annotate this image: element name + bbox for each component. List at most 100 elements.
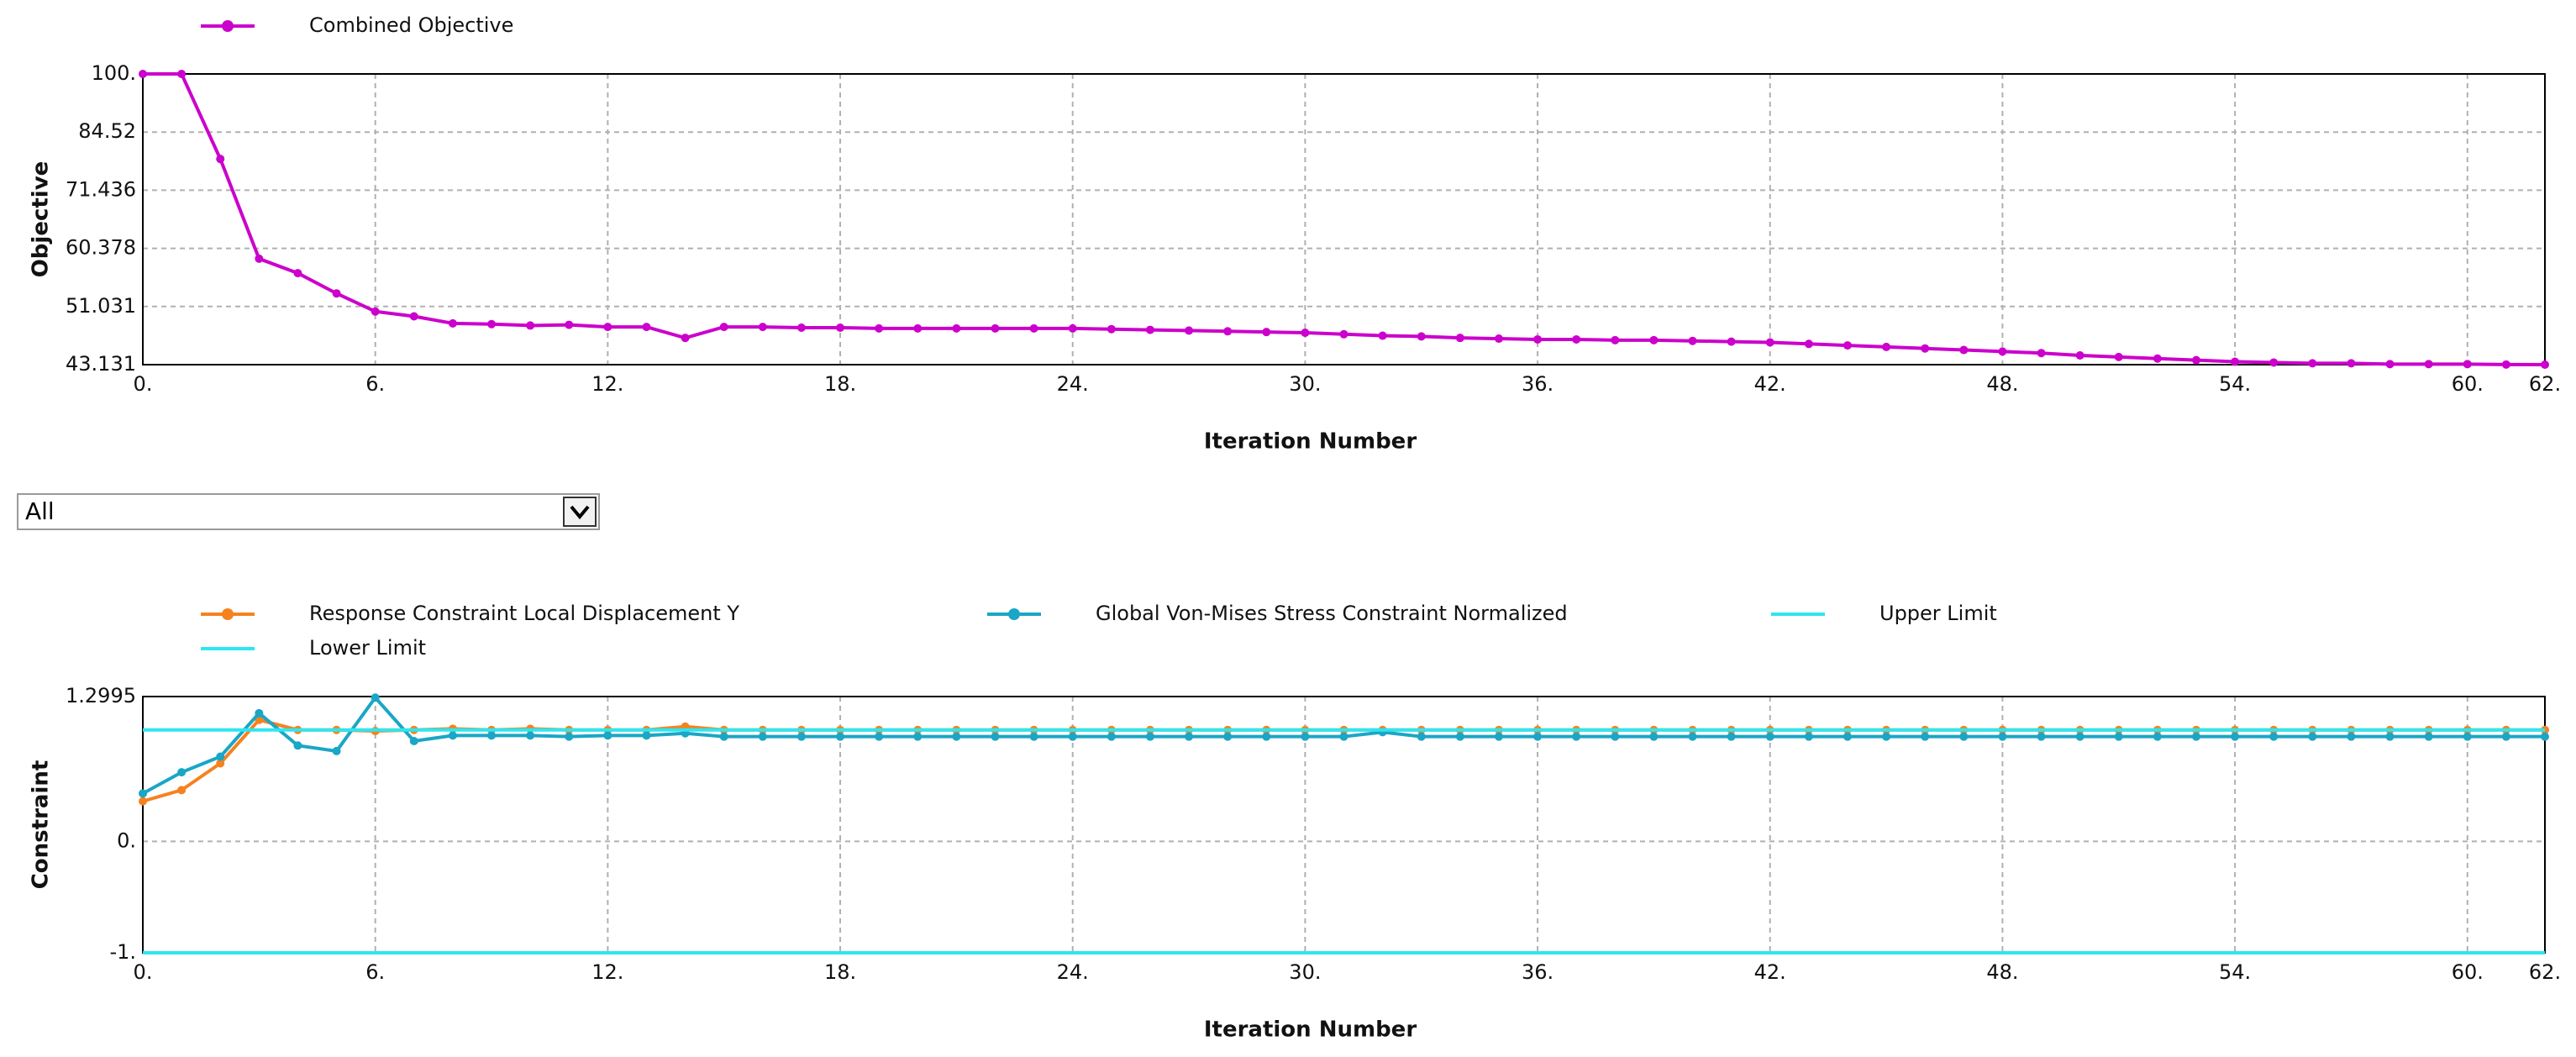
point [2153,354,2162,363]
point [1649,335,1659,344]
point [1145,732,1154,741]
point [2308,732,2317,741]
point [1727,337,1736,346]
legend-marker [222,20,234,32]
point [2347,732,2356,741]
point [1029,732,1038,741]
point [913,323,923,333]
x-tick-label: 48. [1986,960,2018,984]
point [293,741,302,750]
point [2114,352,2123,361]
point [1804,732,1813,741]
point [1339,329,1348,339]
point [177,768,187,777]
point [2501,360,2510,369]
point [1223,327,1233,336]
point [526,321,535,330]
point [1959,732,1969,741]
y-tick-label: -1. [109,940,136,964]
point [2463,732,2472,741]
x-tick-label: 12. [591,960,623,984]
point [952,323,961,333]
point [565,320,574,329]
point [2385,360,2395,369]
point [836,732,845,741]
point [796,732,806,741]
x-tick-label: 36. [1522,372,1553,396]
point [2231,732,2240,741]
point [216,752,225,761]
point [952,732,961,741]
point [487,319,497,329]
legend-marker [1008,608,1020,620]
point [177,786,187,795]
dropdown-arrow[interactable] [563,497,597,527]
point [1455,334,1464,343]
point [1494,334,1503,344]
point [1921,344,1930,353]
legend-label: Global Von-Mises Stress Constraint Norma… [1096,602,1568,625]
point [2424,360,2433,369]
x-axis-title: Iteration Number [1204,429,1417,455]
point [2463,360,2472,369]
point [1029,323,1038,333]
x-tick-label: 60. [2452,372,2484,396]
x-tick-label: 30. [1289,372,1321,396]
point [1611,732,1620,741]
point [991,323,1000,333]
point [1765,732,1774,741]
series-line [142,695,2545,796]
point [2269,732,2279,741]
x-tick-label: 24. [1057,372,1089,396]
point [332,746,341,755]
point [177,70,187,78]
point [1107,324,1116,334]
point [991,732,1000,741]
point [1998,732,2007,741]
y-axis-title: Constraint [29,760,54,890]
point [2347,359,2356,368]
point [371,307,380,316]
point [526,731,535,740]
point [139,789,147,798]
point [332,289,341,298]
legend-label: Upper Limit [1879,602,1997,625]
x-tick-label: 12. [591,372,623,396]
point [875,323,884,333]
x-tick-label: 62. [2529,960,2561,984]
point [216,759,225,768]
point [1339,732,1348,741]
point [1959,345,1969,355]
x-tick-label: 0. [134,960,153,984]
x-axis-title: Iteration Number [1204,1018,1417,1043]
legend-marker [222,608,234,620]
point [2501,732,2510,741]
point [1688,732,1697,741]
legend-label: Response Constraint Local Displacement Y [309,602,739,625]
point [875,732,884,741]
point [2308,359,2317,368]
point [1765,338,1774,347]
y-tick-label: 51.031 [66,294,136,318]
point [565,732,574,741]
point [2075,732,2084,741]
point [1572,334,1581,344]
point [1998,347,2007,356]
point [1882,732,1891,741]
point [1494,732,1503,741]
point [758,732,767,741]
y-tick-label: 84.52 [78,119,136,143]
x-tick-label: 0. [134,372,153,396]
point [1107,732,1116,741]
dropdown[interactable]: All [17,493,600,530]
point [1378,331,1387,340]
point [1068,323,1077,333]
point [1185,326,1194,335]
point [719,732,728,741]
legend-label: Lower Limit [309,636,426,660]
x-tick-label: 18. [824,960,856,984]
point [1533,334,1543,344]
arrow-glyph [570,505,590,520]
point [2153,732,2162,741]
